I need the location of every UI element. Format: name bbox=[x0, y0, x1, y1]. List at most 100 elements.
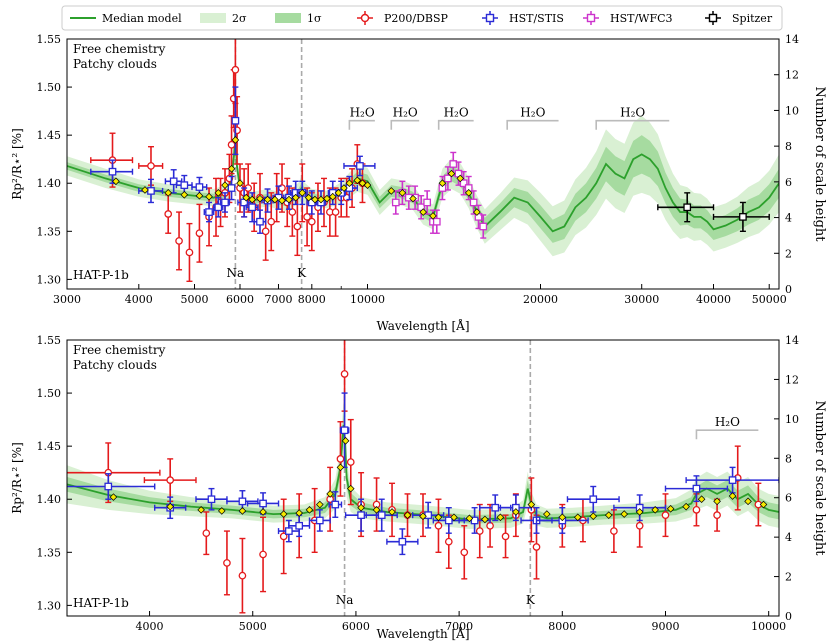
top-h2o-label: H₂O bbox=[393, 106, 418, 120]
bottom-binned-model-point bbox=[238, 507, 247, 515]
top-binned-model-point bbox=[334, 189, 343, 197]
top-binned-model-point bbox=[363, 181, 372, 189]
top-y2tick-label: 14 bbox=[785, 33, 799, 46]
top-band-2sigma bbox=[67, 111, 779, 257]
top-p200-dbsp-point bbox=[185, 222, 194, 283]
top-h2o-bracket bbox=[595, 119, 670, 130]
top-hst-wfc3-point bbox=[469, 190, 478, 215]
bottom-p200-dbsp-point bbox=[501, 514, 510, 559]
top-y2tick-label: 6 bbox=[785, 176, 792, 189]
bottom-binned-model-point bbox=[558, 513, 567, 522]
top-hst-stis-point bbox=[203, 201, 215, 223]
top-band-1sigma bbox=[67, 120, 779, 243]
top-binned-model-point bbox=[291, 193, 300, 202]
top-p200-dbsp-point bbox=[236, 163, 244, 213]
bottom-ylabel: Rp²/R⋆² [%] bbox=[10, 442, 24, 514]
bottom-hst-stis-point bbox=[664, 475, 729, 503]
bottom-axes-frame bbox=[66, 339, 780, 617]
top-binned-model-point bbox=[340, 184, 348, 192]
top-spitzer-point bbox=[657, 192, 715, 223]
bottom-h2o-label: H₂O bbox=[715, 415, 740, 429]
bottom-p200-dbsp-point bbox=[202, 511, 211, 556]
top-xtick-label: 30000 bbox=[624, 293, 659, 306]
top-binned-model-point bbox=[214, 189, 223, 197]
top-binned-model-point bbox=[263, 195, 272, 204]
top-binned-model-point bbox=[227, 165, 236, 173]
legend-frame bbox=[61, 5, 783, 31]
top-binned-model-point bbox=[317, 195, 325, 204]
bottom-hst-stis-point bbox=[246, 492, 280, 515]
top-h2o-bracket bbox=[437, 119, 474, 130]
bottom-binned-model-point bbox=[326, 490, 334, 498]
legend-label-1sigma: 1σ bbox=[307, 12, 322, 25]
top-binned-model-point bbox=[180, 190, 189, 199]
top-binned-model-point bbox=[353, 176, 362, 185]
top-hst-wfc3-point bbox=[444, 166, 452, 191]
bottom-y2label: Number of scale height bbox=[812, 400, 827, 556]
top-binned-model-point bbox=[464, 189, 473, 197]
legend-item-median: Median model bbox=[70, 12, 182, 25]
legend-label-spitzer: Spitzer bbox=[732, 12, 773, 25]
top-h2o-label: H₂O bbox=[520, 106, 545, 120]
top-xtick-label: 10000 bbox=[350, 293, 385, 306]
top-hst-stis-point bbox=[343, 155, 376, 177]
bottom-y2tick-label: 0 bbox=[785, 610, 792, 623]
bottom-binned-model-point bbox=[481, 515, 489, 524]
bottom-p200-dbsp-point bbox=[692, 493, 701, 527]
bottom-y2tick-label: 4 bbox=[785, 531, 792, 544]
bottom-y2tick-label: 12 bbox=[785, 373, 799, 386]
legend: Median model 2σ 1σ P200/DBSP HST/STIS HST/WFC… bbox=[61, 5, 783, 31]
top-binned-model-point bbox=[345, 179, 354, 188]
bottom-binned-model-point bbox=[434, 513, 443, 522]
bottom-binned-model-point bbox=[713, 497, 721, 506]
top-binned-model-point bbox=[195, 191, 204, 200]
top-annotation-patchy-clouds: Patchy clouds bbox=[73, 57, 157, 71]
bottom-xtick-label: 9000 bbox=[651, 620, 679, 633]
top-ytick-label: 1.45 bbox=[37, 129, 62, 142]
bottom-xtick-label: 8000 bbox=[548, 620, 576, 633]
bottom-hst-stis-point bbox=[308, 509, 331, 532]
top-xtick-label: 4000 bbox=[125, 293, 153, 306]
top-ytick-label: 1.35 bbox=[37, 225, 62, 238]
top-label-k: K bbox=[297, 266, 307, 280]
bottom-binned-model-point bbox=[512, 508, 520, 516]
top-binned-model-point bbox=[231, 136, 240, 144]
bottom-binned-model-point bbox=[651, 506, 659, 514]
top-p200-dbsp-point bbox=[195, 203, 204, 263]
panel-bottom: Na K H₂O 4000 5000 6000 7000 8000 9000 10000 1.30… bbox=[10, 334, 827, 641]
top-binned-model-point bbox=[221, 181, 229, 189]
bottom-hst-stis-point bbox=[613, 494, 667, 522]
top-binned-model-point bbox=[358, 179, 367, 188]
top-hst-stis-point bbox=[219, 192, 231, 213]
bottom-y2tick-label: 6 bbox=[785, 492, 792, 505]
bottom-binned-model-point bbox=[346, 484, 355, 493]
top-binned-model-point bbox=[311, 195, 319, 204]
bottom-p200-dbsp-point bbox=[475, 503, 484, 559]
top-binned-model-point bbox=[271, 195, 279, 204]
bottom-binned-model-point bbox=[419, 512, 427, 521]
top-binned-model-point bbox=[304, 193, 313, 202]
top-h2o-bracket bbox=[348, 119, 375, 130]
top-hst-stis-point bbox=[213, 196, 224, 218]
top-ylabel: Rp²/R⋆² [%] bbox=[10, 128, 24, 200]
top-xtick-label: 6000 bbox=[226, 293, 254, 306]
panel-top: Na K H₂O H₂O H₂O H₂O H₂O 3000 4000 5000 6000 7000 8… bbox=[10, 33, 827, 333]
bottom-ytick-label: 1.35 bbox=[37, 546, 62, 559]
top-h2o-bracket bbox=[506, 119, 559, 130]
top-ytick-label: 1.30 bbox=[37, 273, 62, 286]
bottom-binned-model-point bbox=[682, 502, 690, 511]
top-hst-stis-point bbox=[253, 209, 267, 234]
bottom-p200-dbsp-point bbox=[434, 498, 443, 554]
bottom-binned-model-point bbox=[109, 493, 118, 501]
bottom-annotation-patchy-clouds: Patchy clouds bbox=[73, 358, 157, 372]
top-hst-wfc3-point bbox=[391, 190, 400, 215]
bottom-hst-stis-point bbox=[386, 528, 419, 556]
bottom-xtick-label: 10000 bbox=[751, 620, 786, 633]
bottom-ytick-label: 1.30 bbox=[37, 599, 62, 612]
top-binned-model-point bbox=[409, 194, 417, 203]
bottom-p200-dbsp-point bbox=[336, 421, 345, 497]
top-hst-stis-point bbox=[245, 192, 259, 223]
bottom-binned-model-point bbox=[259, 508, 267, 516]
top-ytick-label: 1.50 bbox=[37, 81, 62, 94]
top-binned-model-point bbox=[387, 187, 396, 195]
